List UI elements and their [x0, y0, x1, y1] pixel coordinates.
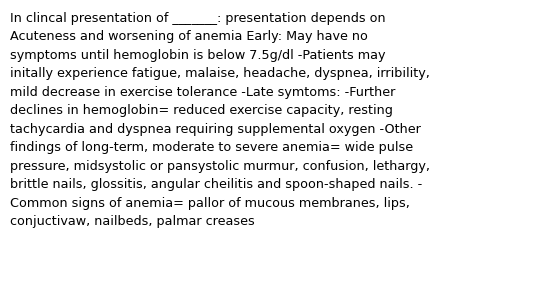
Text: In clincal presentation of _______: presentation depends on
Acuteness and worsen: In clincal presentation of _______: pres… — [10, 12, 430, 228]
